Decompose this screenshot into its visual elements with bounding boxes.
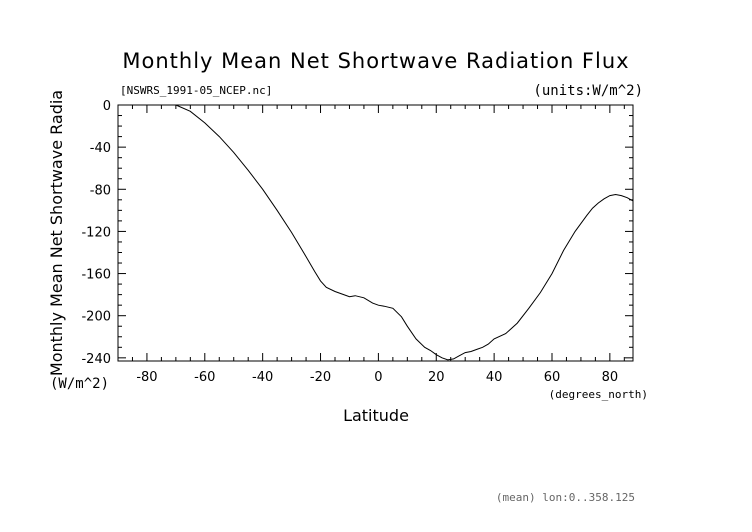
x-tick-label: 80	[602, 370, 619, 385]
y-tick-label: -200	[81, 310, 111, 325]
series-line	[175, 104, 634, 361]
y-tick-label: 0	[103, 99, 111, 114]
y-tick-label: -80	[90, 183, 111, 198]
chart-title: Monthly Mean Net Shortwave Radiation Flu…	[122, 49, 629, 73]
x-tick-label: -60	[194, 370, 215, 385]
y-tick-label: -120	[81, 225, 111, 240]
x-axis-label: Latitude	[343, 406, 409, 425]
y-axis-label: Monthly Mean Net Shortwave Radia	[47, 90, 66, 376]
x-tick-label: 0	[374, 370, 382, 385]
x-tick-label: -80	[136, 370, 157, 385]
y-tick-label: -240	[81, 352, 111, 367]
x-axis-units: (degrees_north)	[549, 388, 648, 401]
x-axis-ticks: -80 -60 -40 -20 0 20 40 60 80	[117, 105, 625, 385]
x-tick-label: 20	[428, 370, 445, 385]
y-axis-ticks: 0 -40 -80 -120 -160 -200 -240	[81, 99, 633, 367]
units-note: (units:W/m^2)	[533, 83, 643, 99]
x-tick-label: 40	[486, 370, 503, 385]
y-tick-label: -40	[90, 141, 111, 156]
series-layer	[175, 104, 634, 361]
x-tick-label: -20	[310, 370, 331, 385]
x-tick-label: -40	[252, 370, 273, 385]
x-tick-label: 60	[544, 370, 561, 385]
y-tick-label: -160	[81, 268, 111, 283]
y-axis-units: (W/m^2)	[50, 376, 109, 392]
plot-frame	[117, 104, 634, 362]
chart-subtitle: [NSWRS_1991-05_NCEP.nc]	[120, 84, 272, 97]
footer-note: (mean) lon:0..358.125	[496, 491, 635, 504]
